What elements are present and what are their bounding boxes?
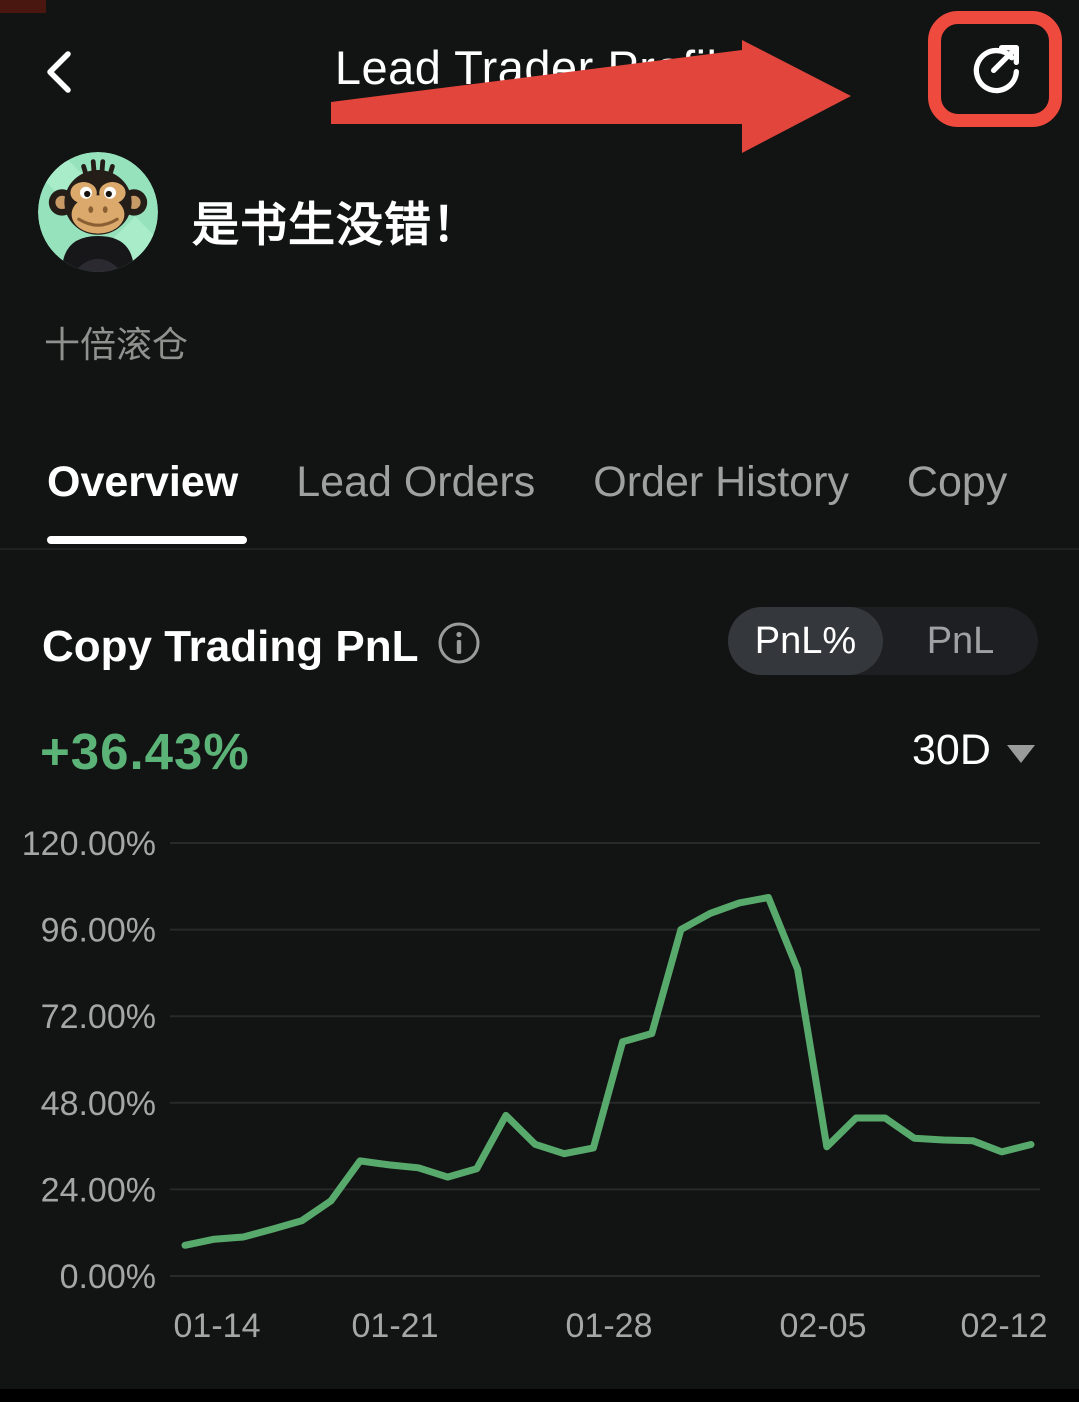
y-axis-tick-label: 0.00% — [60, 1258, 156, 1296]
tab-lead-orders[interactable]: Lead Orders — [296, 458, 536, 506]
monkey-avatar-image — [38, 152, 158, 272]
y-axis-tick-label: 72.00% — [41, 998, 156, 1036]
trader-tag: 十倍滚仓 — [44, 324, 189, 365]
tab-overview[interactable]: Overview — [47, 458, 239, 506]
page-title: Lead Trader Profile — [334, 41, 745, 94]
pnl-section-title-row: Copy Trading PnL — [42, 616, 482, 677]
x-axis-tick-label: 01-21 — [352, 1307, 439, 1345]
info-icon[interactable] — [436, 620, 482, 677]
y-axis-tick-label: 48.00% — [41, 1085, 156, 1123]
pnl-toggle: PnL% PnL — [728, 607, 1038, 675]
toggle-pnl[interactable]: PnL — [926, 619, 995, 662]
range-selector[interactable]: 30D — [912, 726, 1035, 775]
pnl-value: +36.43% — [40, 723, 250, 780]
share-button-highlight-box — [928, 11, 1062, 127]
range-label: 30D — [912, 726, 991, 774]
y-axis-tick-label: 24.00% — [41, 1171, 156, 1209]
trader-name: 是书生没错！ — [192, 198, 480, 251]
pnl-line-series — [181, 894, 1035, 1249]
x-axis-tick-label: 01-14 — [174, 1307, 261, 1345]
pnl-section-title: Copy Trading PnL — [42, 621, 419, 671]
back-button[interactable] — [38, 48, 82, 96]
tab-bar: Overview Lead Orders Order History Copy — [0, 458, 1079, 507]
x-axis-tick-label: 02-05 — [780, 1307, 867, 1345]
x-axis-tick-label: 01-28 — [566, 1307, 653, 1345]
trader-avatar[interactable] — [38, 152, 158, 272]
chevron-down-icon — [1006, 744, 1035, 763]
active-tab-underline — [47, 536, 247, 544]
bottom-screen-bar — [0, 1389, 1079, 1402]
pnl-chart: 120.00% 96.00% 72.00% 48.00% 24.00% 0.00% 01-1… — [22, 825, 1048, 1345]
y-axis-tick-label: 96.00% — [41, 912, 156, 950]
back-chevron-icon — [47, 51, 71, 93]
screenshot-corner-artifact — [0, 0, 46, 13]
tab-copy[interactable]: Copy — [906, 458, 1008, 506]
red-annotation-arrow — [331, 40, 851, 153]
tabs-divider — [0, 548, 1079, 550]
y-axis-tick-label: 120.00% — [22, 825, 156, 863]
toggle-pnl-percent[interactable]: PnL% — [728, 607, 883, 675]
share-icon[interactable] — [963, 37, 1027, 101]
x-axis-tick-label: 02-12 — [961, 1307, 1048, 1345]
tab-order-history[interactable]: Order History — [593, 458, 849, 506]
